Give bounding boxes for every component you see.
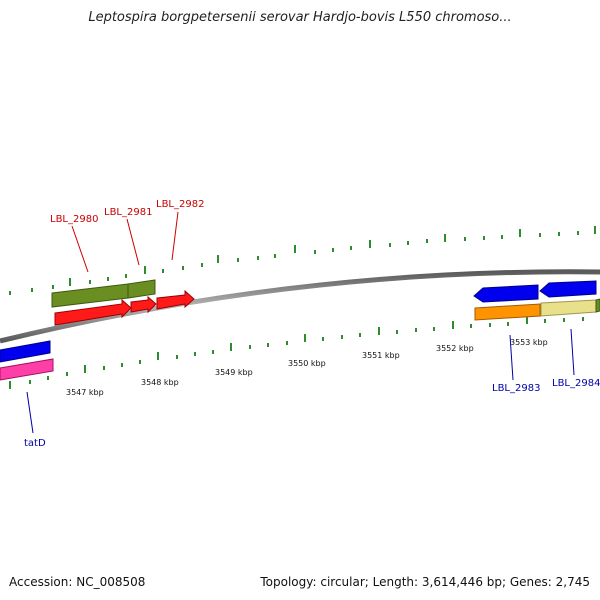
gene-label-tatd[interactable]: tatD — [24, 438, 46, 449]
gene-feature-lbl-2982[interactable] — [156, 289, 195, 310]
chromosome-backbone — [0, 269, 600, 344]
scale-label-3552: 3552 kbp — [436, 344, 474, 353]
leader-line-lbl-2982 — [171, 211, 179, 261]
scale-label-3551: 3551 kbp — [362, 351, 400, 360]
gene-label-lbl-2984[interactable]: LBL_2984 — [552, 378, 600, 389]
gene-feature-lbl-2984[interactable] — [540, 299, 597, 317]
leader-line-lbl-2983 — [509, 334, 514, 381]
genome-stats: Topology: circular; Length: 3,614,446 bp… — [260, 575, 590, 589]
scale-label-3553: 3553 kbp — [510, 338, 548, 347]
gene-feature-lbl-2981[interactable] — [130, 295, 157, 314]
leader-line-lbl-2984 — [570, 328, 575, 376]
gene-feature-green-right[interactable] — [595, 298, 600, 313]
gene-feature-blue-right-2[interactable] — [539, 280, 597, 298]
gene-label-lbl-2982[interactable]: LBL_2982 — [156, 199, 204, 210]
gene-feature-lbl-2983[interactable] — [474, 303, 541, 321]
leader-line-lbl-2980 — [71, 225, 89, 273]
gene-feature-lbl-2980[interactable] — [54, 298, 132, 326]
scale-label-3548: 3548 kbp — [141, 378, 179, 387]
lower-tick-ring — [9, 316, 584, 389]
gene-feature-blue-right-1[interactable] — [473, 284, 539, 303]
gene-feature-green-2[interactable] — [127, 279, 156, 299]
scale-label-3549: 3549 kbp — [215, 368, 253, 377]
gene-label-lbl-2983[interactable]: LBL_2983 — [492, 383, 540, 394]
gene-feature-tatd[interactable] — [0, 358, 54, 381]
leader-line-lbl-2981 — [126, 218, 140, 266]
scale-label-3547: 3547 kbp — [66, 388, 104, 397]
scale-label-3550: 3550 kbp — [288, 359, 326, 368]
gene-label-lbl-2981[interactable]: LBL_2981 — [104, 207, 152, 218]
gene-feature-blue-left[interactable] — [0, 340, 51, 363]
map-title: Leptospira borgpetersenii serovar Hardjo… — [88, 10, 512, 25]
gene-label-lbl-2980[interactable]: LBL_2980 — [50, 214, 98, 225]
leader-line-tatd — [26, 391, 34, 434]
accession-info: Accession: NC_008508 — [9, 575, 146, 589]
gene-feature-green-1[interactable] — [51, 283, 129, 308]
upper-tick-ring — [9, 226, 596, 295]
